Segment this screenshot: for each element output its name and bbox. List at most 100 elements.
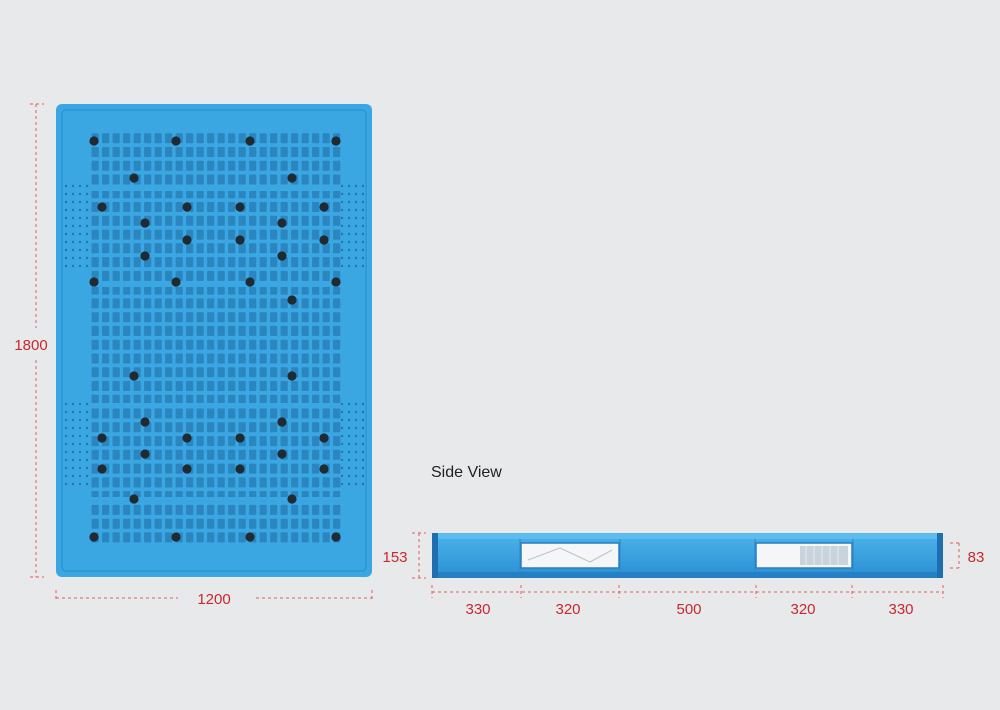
deck-slot-grid xyxy=(88,133,344,543)
deck-slot xyxy=(291,504,299,515)
deck-dot xyxy=(85,458,89,462)
segment-label-3: 500 xyxy=(676,601,701,618)
deck-slot xyxy=(312,257,320,268)
deck-dot xyxy=(71,482,75,486)
deck-slot xyxy=(301,367,309,378)
deck-dot xyxy=(340,248,344,252)
deck-slot xyxy=(91,215,99,226)
deck-slot xyxy=(144,532,152,543)
deck-slot xyxy=(270,325,278,336)
deck-slot xyxy=(91,160,99,171)
deck-slot xyxy=(217,147,225,157)
deck-slot xyxy=(333,339,341,350)
deck-slot xyxy=(196,174,204,185)
deck-slot xyxy=(186,394,194,405)
deck-slot xyxy=(123,160,131,171)
deck-slot xyxy=(270,243,278,254)
deck-dot xyxy=(78,208,82,212)
deck-slot xyxy=(291,353,299,364)
deck-slot xyxy=(312,215,320,226)
deck-dot xyxy=(71,402,75,406)
foot-marker xyxy=(129,371,139,381)
deck-dot xyxy=(85,482,89,486)
deck-slot xyxy=(312,147,320,157)
deck-dot xyxy=(361,450,365,454)
deck-slot xyxy=(238,298,246,309)
deck-slot xyxy=(249,408,257,419)
deck-slot xyxy=(301,504,309,515)
deck-dot xyxy=(64,434,68,438)
deck-rib xyxy=(88,403,344,407)
deck-slot xyxy=(217,325,225,336)
deck-slot xyxy=(301,381,309,391)
deck-slot xyxy=(91,339,99,350)
deck-slot xyxy=(217,270,225,281)
deck-slot xyxy=(301,312,309,323)
deck-slot xyxy=(333,174,341,185)
deck-slot xyxy=(123,532,131,543)
deck-slot xyxy=(238,215,246,226)
deck-dot xyxy=(340,264,344,268)
deck-slot xyxy=(133,298,141,309)
deck-slot xyxy=(207,243,215,254)
deck-slot xyxy=(249,243,257,254)
deck-slot xyxy=(228,463,236,474)
foot-marker xyxy=(287,494,297,504)
deck-slot xyxy=(133,408,141,419)
foot-marker xyxy=(97,202,107,212)
deck-slot xyxy=(322,147,330,157)
deck-slot xyxy=(312,202,320,212)
deck-slot xyxy=(207,367,215,378)
deck-slot xyxy=(259,270,267,281)
deck-slot xyxy=(102,504,110,515)
deck-slot xyxy=(165,257,173,268)
deck-slot xyxy=(217,174,225,185)
deck-slot xyxy=(154,312,162,323)
deck-slot xyxy=(186,339,194,350)
deck-slot xyxy=(312,325,320,336)
deck-slot xyxy=(207,298,215,309)
deck-slot xyxy=(259,312,267,323)
deck-slot xyxy=(207,147,215,157)
deck-dot xyxy=(71,240,75,244)
deck-slot xyxy=(333,504,341,515)
deck-slot xyxy=(186,381,194,391)
deck-slot xyxy=(280,463,288,474)
deck-slot xyxy=(123,215,131,226)
deck-dot xyxy=(361,458,365,462)
deck-dot xyxy=(354,216,358,220)
deck-slot xyxy=(280,160,288,171)
deck-slot xyxy=(238,160,246,171)
deck-slot xyxy=(249,422,257,433)
deck-slot xyxy=(112,381,120,391)
deck-slot xyxy=(259,243,267,254)
deck-slot xyxy=(280,436,288,447)
deck-slot xyxy=(186,408,194,419)
deck-slot xyxy=(123,202,131,212)
deck-slot xyxy=(301,339,309,350)
deck-slot xyxy=(291,518,299,529)
deck-dot xyxy=(354,256,358,260)
deck-slot xyxy=(196,133,204,144)
side-left-end xyxy=(432,533,438,578)
deck-slot xyxy=(144,243,152,254)
deck-slot xyxy=(91,298,99,309)
deck-slot xyxy=(312,243,320,254)
deck-slot xyxy=(270,174,278,185)
deck-slot xyxy=(228,202,236,212)
deck-slot xyxy=(154,325,162,336)
deck-slot xyxy=(154,477,162,488)
deck-slot xyxy=(259,147,267,157)
deck-slot xyxy=(112,339,120,350)
deck-slot xyxy=(301,284,309,295)
deck-slot xyxy=(228,160,236,171)
deck-slot xyxy=(291,449,299,460)
deck-dot xyxy=(85,410,89,414)
deck-dot xyxy=(71,200,75,204)
deck-slot xyxy=(133,229,141,240)
deck-dot xyxy=(78,264,82,268)
deck-slot xyxy=(102,353,110,364)
deck-dot xyxy=(78,256,82,260)
deck-slot xyxy=(322,339,330,350)
deck-dot xyxy=(78,442,82,446)
